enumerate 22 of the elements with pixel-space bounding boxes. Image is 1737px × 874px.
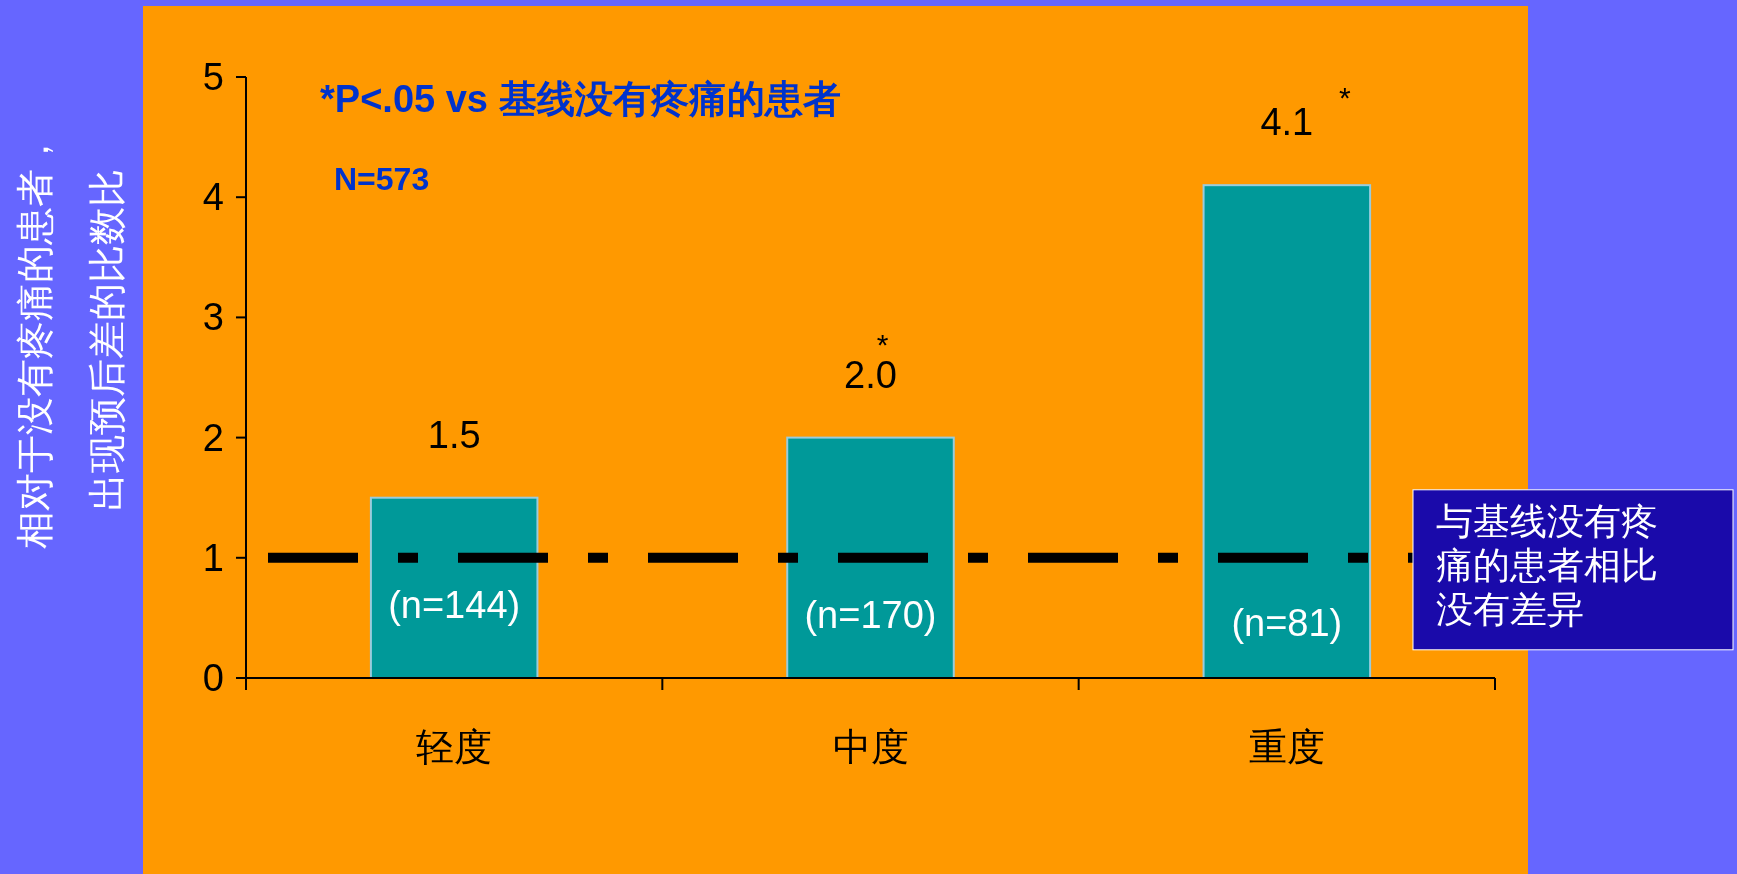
y-tick-label: 2 <box>202 416 224 459</box>
x-tick-label: 重度 <box>1248 725 1325 769</box>
annotation: (n=170) <box>804 594 937 636</box>
y-axis-title: 相对于没有疼痛的患者，出现预后差的比数比 <box>14 131 128 549</box>
bar <box>786 436 955 679</box>
bar <box>1202 184 1372 679</box>
y-tick-label: 0 <box>202 657 224 699</box>
annotation: *P<.05 vs 基线没有疼痛的患者 <box>320 78 841 120</box>
x-tick-label: 轻度 <box>416 725 493 769</box>
annotation: N=573 <box>334 161 430 197</box>
annotation: * <box>1338 81 1351 114</box>
annotation: (n=81) <box>1231 602 1343 644</box>
y-tick-label: 1 <box>202 536 224 579</box>
ref-line-label: 与基线没有疼痛的患者相比没有差异 <box>1436 499 1658 631</box>
y-tick-label: 3 <box>202 296 224 339</box>
data-label: 4.1 <box>1260 101 1314 144</box>
y-tick-label: 4 <box>202 176 224 219</box>
annotation: (n=144) <box>388 584 521 626</box>
y-tick-label: 5 <box>202 56 224 98</box>
data-label: 1.5 <box>427 413 481 456</box>
x-tick-label: 中度 <box>832 725 909 769</box>
bar <box>369 496 539 679</box>
